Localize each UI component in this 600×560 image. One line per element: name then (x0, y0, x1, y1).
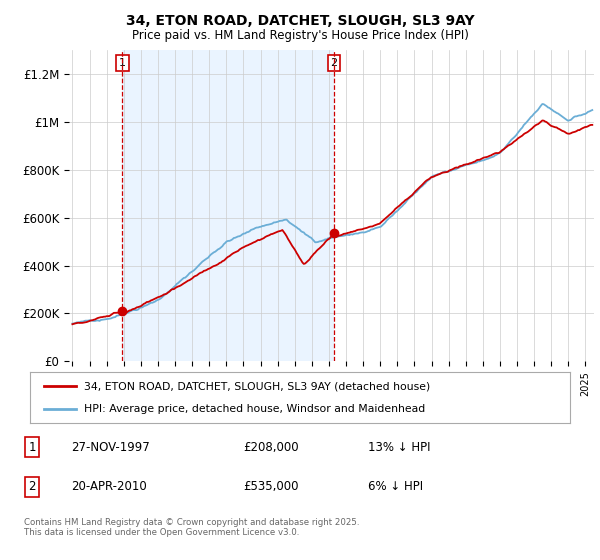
Text: HPI: Average price, detached house, Windsor and Maidenhead: HPI: Average price, detached house, Wind… (84, 404, 425, 414)
Text: 34, ETON ROAD, DATCHET, SLOUGH, SL3 9AY (detached house): 34, ETON ROAD, DATCHET, SLOUGH, SL3 9AY … (84, 381, 430, 391)
Text: Price paid vs. HM Land Registry's House Price Index (HPI): Price paid vs. HM Land Registry's House … (131, 29, 469, 42)
Text: 34, ETON ROAD, DATCHET, SLOUGH, SL3 9AY: 34, ETON ROAD, DATCHET, SLOUGH, SL3 9AY (125, 14, 475, 28)
Text: £208,000: £208,000 (244, 441, 299, 454)
Text: 1: 1 (119, 58, 126, 68)
Text: Contains HM Land Registry data © Crown copyright and database right 2025.
This d: Contains HM Land Registry data © Crown c… (24, 518, 359, 538)
Text: 6% ↓ HPI: 6% ↓ HPI (368, 480, 423, 493)
Text: 1: 1 (28, 441, 36, 454)
Bar (122, 50, 334, 361)
Text: 13% ↓ HPI: 13% ↓ HPI (368, 441, 430, 454)
Text: 20-APR-2010: 20-APR-2010 (71, 480, 148, 493)
Text: 2: 2 (28, 480, 36, 493)
Text: 2: 2 (331, 58, 338, 68)
Text: 27-NOV-1997: 27-NOV-1997 (71, 441, 151, 454)
Text: £535,000: £535,000 (244, 480, 299, 493)
